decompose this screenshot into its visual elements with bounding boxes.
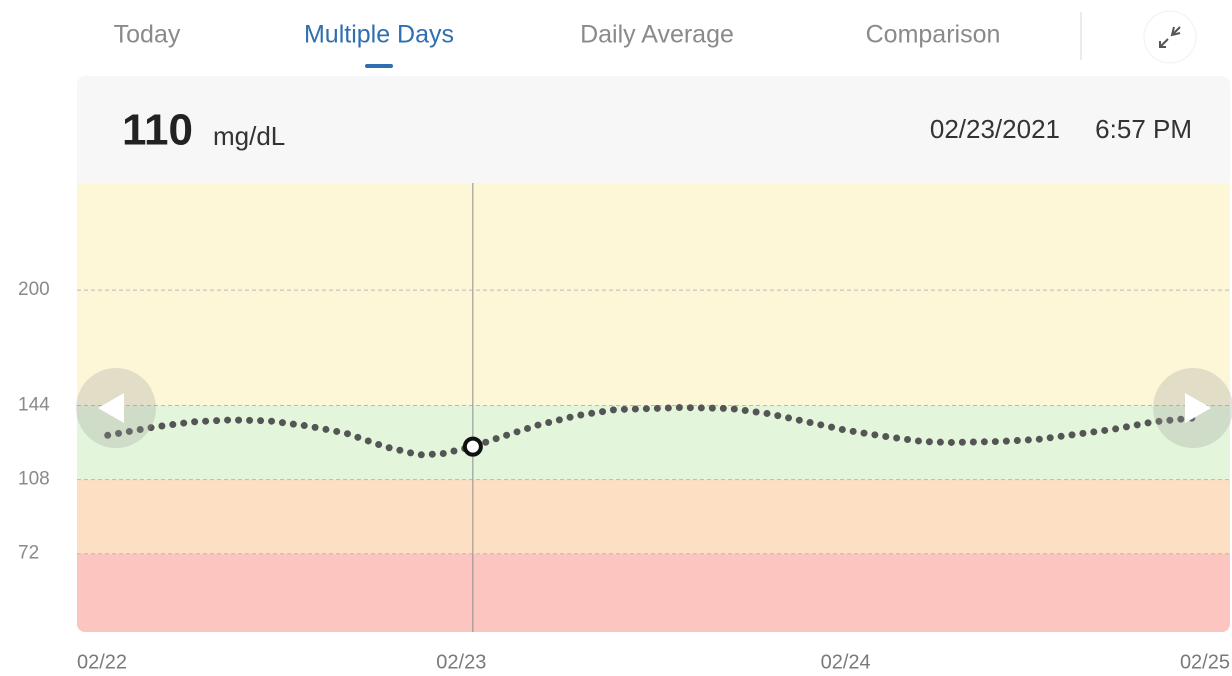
next-arrow[interactable] <box>1185 393 1211 423</box>
reading-time: 6:57 PM <box>1095 114 1192 144</box>
x-tick-label: 02/24 <box>821 651 871 673</box>
reading-value: 110 <box>122 106 193 155</box>
zone <box>77 183 1230 406</box>
tab[interactable]: Comparison <box>866 21 1001 49</box>
y-tick-label: 144 <box>18 394 50 415</box>
selected-point <box>462 436 483 457</box>
x-tick-label: 02/23 <box>436 651 486 673</box>
zones <box>77 183 1230 632</box>
y-tick-label: 72 <box>18 543 39 564</box>
collapse-button[interactable] <box>1143 10 1197 64</box>
plot: 72 108 144 200 02/22 02/23 02/24 02/25 <box>18 183 1230 673</box>
x-tick-label: 02/25 <box>1180 651 1230 673</box>
collapse-button-bg[interactable] <box>1143 10 1197 64</box>
tab-indicator <box>365 64 393 68</box>
collapse-icon[interactable] <box>1159 26 1181 48</box>
zone <box>77 479 1230 554</box>
prev-arrow[interactable] <box>98 393 124 423</box>
tab[interactable]: Multiple Days <box>304 21 454 49</box>
reading-unit: mg/dL <box>213 121 285 151</box>
y-tick-label: 200 <box>18 279 50 300</box>
tab[interactable]: Daily Average <box>580 21 734 49</box>
x-tick-label: 02/22 <box>77 651 127 673</box>
card <box>77 76 1230 632</box>
y-tick-label: 108 <box>18 469 50 490</box>
next-button[interactable] <box>1153 368 1232 448</box>
prev-button[interactable] <box>76 368 156 448</box>
tab-bar: Today Multiple Days Daily Average Compariso… <box>114 21 1001 68</box>
tab[interactable]: Today <box>114 21 181 49</box>
header-band <box>77 76 1230 183</box>
zone <box>77 405 1230 480</box>
glucose-line <box>104 403 1199 459</box>
reading-date: 02/23/2021 <box>930 114 1060 144</box>
zone <box>77 553 1230 632</box>
